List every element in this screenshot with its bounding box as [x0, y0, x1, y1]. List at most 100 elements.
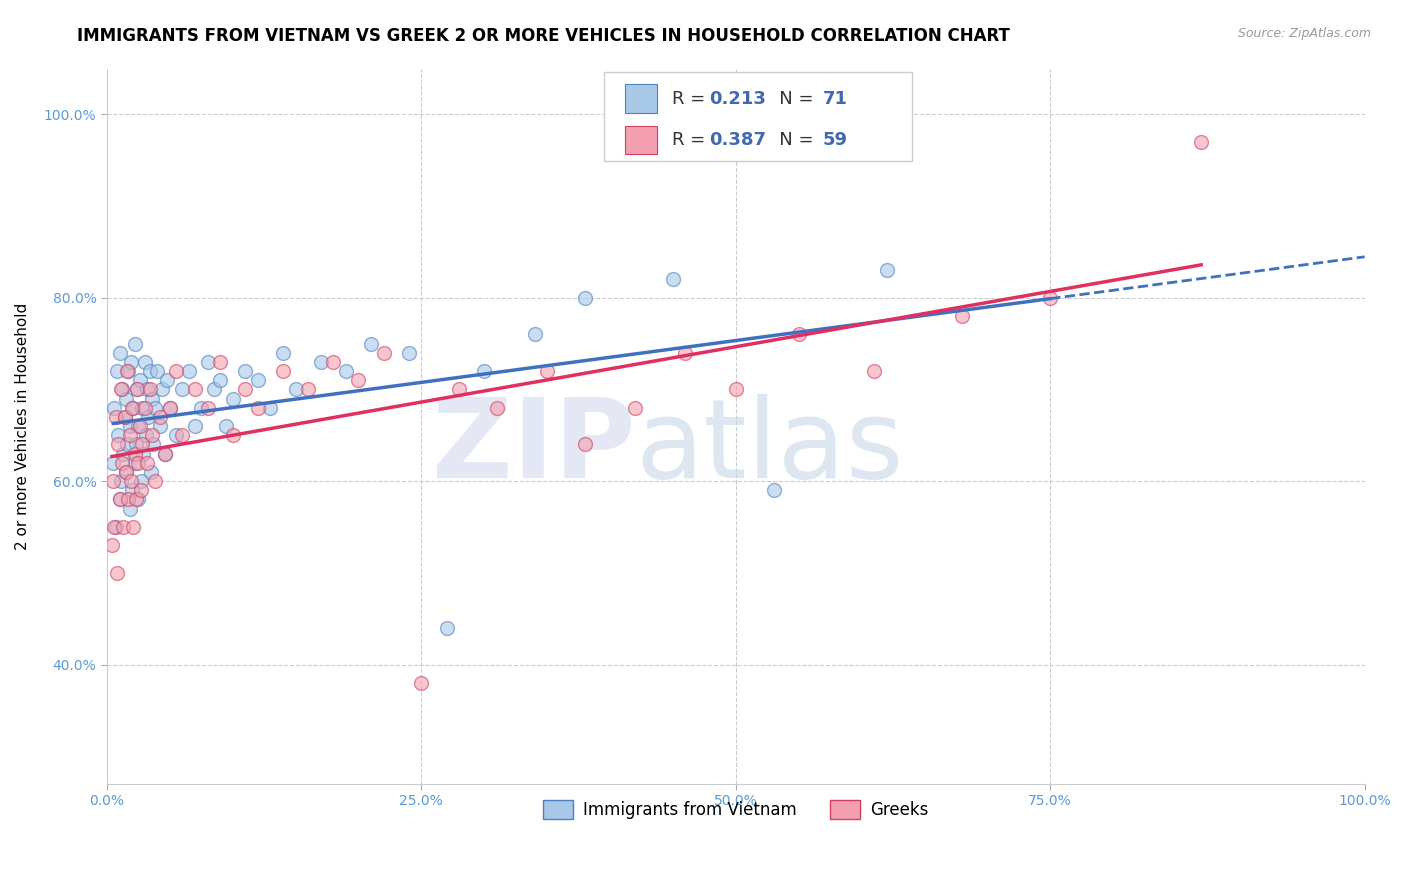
- Point: [111, 456, 134, 470]
- Point: [172, 383, 194, 397]
- Point: [271, 364, 294, 378]
- Point: [105, 566, 128, 580]
- Point: [118, 501, 141, 516]
- Point: [322, 355, 344, 369]
- Point: [146, 364, 169, 378]
- Point: [335, 364, 357, 378]
- Point: [142, 437, 165, 451]
- Point: [246, 373, 269, 387]
- Point: [127, 492, 149, 507]
- Point: [222, 428, 245, 442]
- Point: [139, 465, 162, 479]
- Point: [107, 437, 129, 451]
- Point: [762, 483, 785, 498]
- Point: [472, 364, 495, 378]
- Point: [159, 401, 181, 415]
- Point: [127, 383, 149, 397]
- Point: [143, 401, 166, 415]
- Point: [103, 401, 125, 415]
- Point: [246, 401, 269, 415]
- Point: [724, 383, 747, 397]
- Text: 0.213: 0.213: [710, 90, 766, 108]
- Point: [347, 373, 370, 387]
- Point: [149, 409, 172, 424]
- Point: [111, 383, 134, 397]
- Point: [114, 465, 136, 479]
- FancyBboxPatch shape: [626, 85, 657, 113]
- Point: [159, 401, 181, 415]
- Point: [138, 383, 160, 397]
- Point: [112, 447, 135, 461]
- Point: [134, 355, 156, 369]
- Point: [184, 419, 207, 434]
- FancyBboxPatch shape: [603, 72, 912, 161]
- Point: [120, 355, 142, 369]
- Point: [110, 474, 132, 488]
- Point: [197, 355, 219, 369]
- Point: [108, 492, 131, 507]
- Point: [222, 392, 245, 406]
- Point: [675, 345, 697, 359]
- Point: [124, 447, 146, 461]
- Point: [215, 419, 238, 434]
- Point: [436, 621, 458, 635]
- Point: [156, 373, 179, 387]
- Point: [132, 447, 155, 461]
- Point: [153, 447, 176, 461]
- Point: [108, 492, 131, 507]
- Point: [138, 364, 160, 378]
- Point: [112, 520, 135, 534]
- Point: [271, 345, 294, 359]
- Point: [103, 474, 125, 488]
- Point: [863, 364, 886, 378]
- Point: [284, 383, 307, 397]
- Point: [118, 428, 141, 442]
- Point: [131, 437, 153, 451]
- Point: [574, 291, 596, 305]
- Point: [117, 364, 139, 378]
- Point: [233, 383, 256, 397]
- Point: [124, 456, 146, 470]
- Point: [197, 401, 219, 415]
- Text: R =: R =: [672, 90, 710, 108]
- Point: [574, 437, 596, 451]
- Point: [150, 383, 173, 397]
- Point: [1189, 135, 1212, 149]
- Y-axis label: 2 or more Vehicles in Household: 2 or more Vehicles in Household: [15, 302, 30, 549]
- Point: [209, 373, 232, 387]
- Point: [128, 419, 150, 434]
- Point: [122, 520, 145, 534]
- Point: [259, 401, 281, 415]
- Point: [105, 364, 128, 378]
- Text: IMMIGRANTS FROM VIETNAM VS GREEK 2 OR MORE VEHICLES IN HOUSEHOLD CORRELATION CHA: IMMIGRANTS FROM VIETNAM VS GREEK 2 OR MO…: [77, 27, 1010, 45]
- Point: [121, 483, 143, 498]
- Point: [141, 428, 163, 442]
- Point: [110, 383, 132, 397]
- Point: [114, 392, 136, 406]
- Point: [398, 345, 420, 359]
- Point: [124, 336, 146, 351]
- Point: [141, 392, 163, 406]
- Text: N =: N =: [762, 131, 820, 149]
- Point: [209, 355, 232, 369]
- Point: [153, 447, 176, 461]
- Point: [149, 419, 172, 434]
- Point: [297, 383, 319, 397]
- Point: [202, 383, 225, 397]
- Point: [1039, 291, 1062, 305]
- Point: [125, 492, 148, 507]
- Point: [172, 428, 194, 442]
- Point: [309, 355, 332, 369]
- Point: [177, 364, 200, 378]
- Text: 59: 59: [823, 131, 848, 149]
- Point: [103, 456, 125, 470]
- FancyBboxPatch shape: [626, 126, 657, 154]
- Point: [136, 456, 159, 470]
- Text: atlas: atlas: [636, 394, 904, 501]
- Point: [118, 419, 141, 434]
- Point: [184, 383, 207, 397]
- Point: [536, 364, 558, 378]
- Text: Source: ZipAtlas.com: Source: ZipAtlas.com: [1237, 27, 1371, 40]
- Point: [125, 437, 148, 451]
- Text: ZIP: ZIP: [432, 394, 636, 501]
